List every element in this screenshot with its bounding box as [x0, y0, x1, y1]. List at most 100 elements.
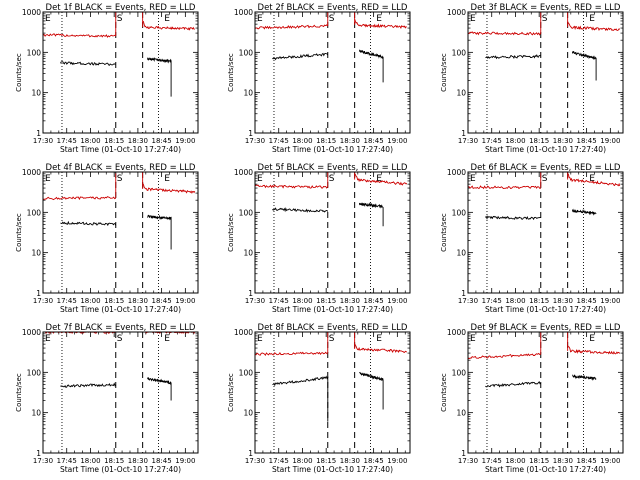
x-tick-label: 19:00	[387, 457, 407, 465]
y-tick-label: 10	[456, 249, 466, 258]
y-axis-label: Counts/sec	[15, 53, 23, 92]
x-tick-label: 18:45	[364, 137, 384, 145]
plot-frame	[42, 171, 199, 294]
y-axis-label: Counts/sec	[15, 373, 23, 412]
event-marker-e: E	[589, 14, 595, 24]
event-marker-e: E	[376, 14, 382, 24]
event-marker-e: E	[45, 334, 51, 344]
y-tick-label: 100	[239, 368, 254, 377]
event-marker-s: S	[329, 334, 335, 344]
x-tick-label: 19:00	[175, 297, 195, 305]
x-tick-label: 18:00	[505, 297, 525, 305]
plot-frame	[467, 11, 624, 134]
x-tick-label: 18:15	[104, 297, 124, 305]
y-tick-label: 1	[248, 129, 253, 138]
x-tick-label: 17:30	[33, 297, 53, 305]
y-axis-label: Counts/sec	[440, 53, 448, 92]
events-series-line	[146, 57, 172, 97]
x-tick-label: 18:30	[128, 297, 148, 305]
events-series-line	[272, 52, 329, 61]
x-tick-label: 18:00	[80, 137, 100, 145]
events-series-line	[571, 50, 597, 81]
event-marker-s: S	[542, 334, 548, 344]
y-tick-label: 1000	[447, 168, 466, 177]
panel-5: Det 5f BLACK = Events, RED = LLD 1 10 100 10…	[227, 163, 411, 314]
event-marker-e: E	[376, 334, 382, 344]
y-axis-label: Counts/sec	[440, 373, 448, 412]
x-tick-label: 18:45	[152, 297, 172, 305]
plot-frame	[467, 171, 624, 294]
x-axis-label: Start Time (01-Oct-10 17:27:40)	[272, 145, 393, 154]
y-tick-label: 100	[452, 208, 467, 217]
event-marker-s: S	[117, 14, 123, 24]
panel-2: Det 2f BLACK = Events, RED = LLD 1 10 100 10…	[227, 3, 411, 154]
x-tick-label: 18:45	[152, 457, 172, 465]
event-marker-e: E	[164, 174, 170, 184]
y-tick-label: 1	[461, 129, 466, 138]
x-tick-label: 18:30	[553, 297, 573, 305]
x-tick-label: 17:30	[33, 457, 53, 465]
x-tick-label: 18:00	[80, 297, 100, 305]
x-axis-label: Start Time (01-Oct-10 17:27:40)	[60, 145, 181, 154]
panel-title: Det 9f BLACK = Events, RED = LLD	[471, 323, 621, 333]
x-tick-label: 19:00	[175, 457, 195, 465]
event-marker-e: E	[589, 174, 595, 184]
y-tick-label: 1	[36, 449, 41, 458]
events-series-line	[358, 49, 384, 83]
y-axis-label: Counts/sec	[227, 373, 235, 412]
y-tick-label: 1000	[22, 328, 41, 337]
event-marker-s: S	[329, 14, 335, 24]
x-tick-label: 17:30	[33, 137, 53, 145]
panel-7: Det 7f BLACK = Events, RED = LLD 1 10 100 10…	[15, 323, 199, 474]
panel-title: Det 2f BLACK = Events, RED = LLD	[258, 3, 408, 13]
y-tick-label: 10	[243, 409, 253, 418]
lld-series-line	[142, 20, 195, 31]
x-tick-label: 17:45	[482, 457, 502, 465]
lld-series-line	[354, 173, 408, 186]
event-marker-s: S	[329, 174, 335, 184]
x-tick-label: 18:30	[340, 297, 360, 305]
x-tick-label: 18:00	[292, 297, 312, 305]
x-tick-label: 17:30	[458, 297, 478, 305]
lld-series-line	[254, 24, 329, 30]
plot-frame	[467, 331, 624, 454]
x-tick-label: 17:30	[458, 457, 478, 465]
y-tick-label: 1	[461, 449, 466, 458]
x-tick-label: 17:45	[57, 297, 77, 305]
event-marker-e: E	[470, 174, 476, 184]
x-tick-label: 19:00	[600, 297, 620, 305]
x-tick-label: 18:45	[577, 137, 597, 145]
events-series-line	[571, 208, 597, 216]
events-series-line	[60, 382, 117, 388]
y-axis-label: Counts/sec	[440, 213, 448, 252]
x-tick-label: 18:30	[128, 137, 148, 145]
event-marker-s: S	[117, 174, 123, 184]
y-tick-label: 1000	[447, 328, 466, 337]
x-axis-label: Start Time (01-Oct-10 17:27:40)	[60, 465, 181, 474]
x-tick-label: 17:45	[269, 137, 289, 145]
lld-series-line	[467, 352, 541, 360]
x-tick-label: 18:00	[505, 457, 525, 465]
y-tick-label: 1000	[447, 8, 466, 17]
panel-8: Det 8f BLACK = Events, RED = LLD 1 10 100 10…	[227, 323, 411, 474]
plot-frame	[42, 331, 199, 454]
y-axis-label: Counts/sec	[227, 213, 235, 252]
y-tick-label: 10	[31, 249, 41, 258]
x-tick-label: 17:45	[482, 297, 502, 305]
lld-series-line	[254, 184, 329, 189]
panel-title: Det 7f BLACK = Events, RED = LLD	[46, 323, 196, 333]
event-marker-s: S	[117, 334, 123, 344]
x-tick-label: 19:00	[600, 137, 620, 145]
y-tick-label: 1000	[234, 328, 253, 337]
plot-frame	[254, 331, 411, 454]
lld-series-line	[254, 351, 329, 357]
y-tick-label: 1	[461, 289, 466, 298]
x-tick-label: 19:00	[387, 137, 407, 145]
y-tick-label: 1	[36, 289, 41, 298]
y-axis-label: Counts/sec	[227, 53, 235, 92]
event-marker-e: E	[45, 174, 51, 184]
x-tick-label: 18:15	[316, 297, 336, 305]
lld-series-line	[567, 21, 621, 32]
events-series-line	[485, 54, 542, 60]
event-marker-e: E	[45, 14, 51, 24]
